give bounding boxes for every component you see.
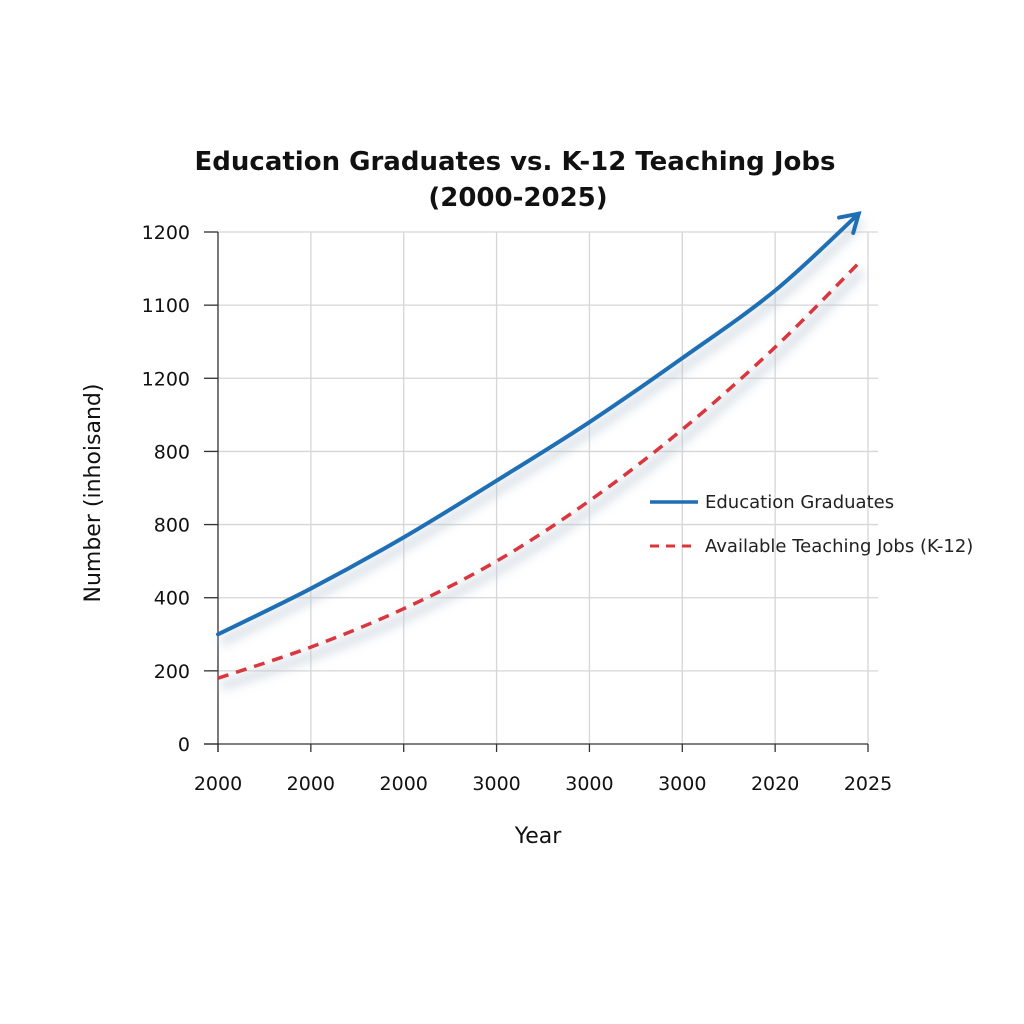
- y-tick-label: 200: [154, 661, 190, 683]
- chart-title-line-2: (2000-2025): [428, 183, 607, 213]
- y-tick-labels: 0 200 400 800 800 1200 1100 1200: [142, 222, 190, 756]
- x-tick-label: 3000: [472, 773, 520, 795]
- chart-title-line-1: Education Graduates vs. K-12 Teaching Jo…: [195, 147, 836, 177]
- x-tick-label: 2000: [380, 773, 428, 795]
- grid: [204, 231, 878, 744]
- x-tick-label: 2020: [751, 773, 799, 795]
- legend-label-available-teaching-jobs-k-12: Available Teaching Jobs (K-12): [705, 536, 973, 557]
- y-axis-label: Number (inhoisand): [81, 384, 106, 603]
- y-tick-label: 0: [178, 734, 190, 756]
- y-tick-label: 1200: [142, 368, 190, 390]
- y-tick-label: 1200: [142, 222, 190, 244]
- series-shadow-available-teaching-jobs-k-12: [219, 267, 865, 691]
- x-tick-label: 3000: [658, 773, 706, 795]
- series-line-education-graduates: [216, 211, 861, 637]
- series-layer: [216, 211, 865, 691]
- series-shadow-education-graduates: [219, 218, 865, 647]
- x-tick-labels: 2000 2000 2000 3000 3000 3000 2020 2025: [194, 773, 892, 795]
- legend-label-education-graduates: Education Graduates: [705, 492, 894, 513]
- y-tick-label: 800: [154, 441, 190, 463]
- y-tick-label: 400: [154, 588, 190, 610]
- y-tick-label: 1100: [142, 295, 190, 317]
- x-tick-label: 2025: [844, 773, 892, 795]
- series-arrowhead-education-graduates: [837, 211, 862, 235]
- x-axis-label: Year: [514, 824, 563, 849]
- x-tick-label: 2000: [194, 773, 242, 795]
- y-tick-label: 800: [154, 515, 190, 537]
- series-line-available-teaching-jobs-k-12: [217, 261, 860, 680]
- x-tick-label: 2000: [287, 773, 335, 795]
- legend: Education Graduates Available Teaching Jo…: [650, 492, 973, 557]
- x-tick-label: 3000: [565, 773, 613, 795]
- axes: [204, 231, 869, 752]
